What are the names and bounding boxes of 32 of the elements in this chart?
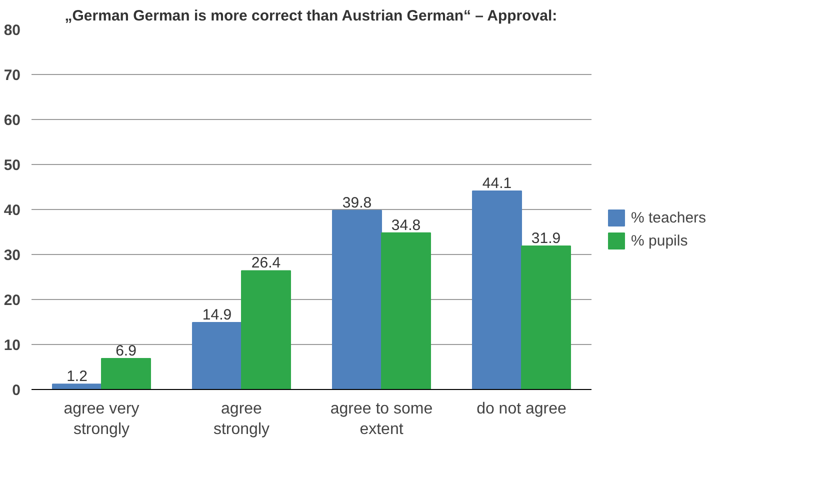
- legend-label: % pupils: [631, 232, 688, 249]
- y-tick-label: 0: [12, 382, 20, 399]
- data-label: 14.9: [202, 306, 232, 324]
- y-tick-label: 30: [4, 247, 21, 264]
- bar: [472, 190, 522, 390]
- bar: [521, 245, 571, 390]
- chart-title: „German German is more correct than Austrian German“ – Approval:: [64, 8, 558, 24]
- bar: [241, 270, 291, 390]
- bar: [101, 358, 151, 390]
- legend-label: % teachers: [631, 209, 706, 226]
- y-tick-label: 10: [4, 337, 21, 354]
- x-tick-label: agree strongly: [213, 400, 270, 438]
- bar: [192, 322, 242, 390]
- x-tick-label: do not agree: [476, 400, 567, 418]
- y-tick-label: 60: [4, 112, 21, 129]
- x-tick-label: agree to some extent: [330, 400, 433, 438]
- bar: [52, 384, 102, 390]
- data-label: 34.8: [391, 216, 421, 234]
- bar: [332, 210, 382, 390]
- data-label: 26.4: [251, 254, 281, 272]
- y-tick-label: 40: [4, 202, 21, 219]
- data-label: 6.9: [116, 342, 136, 360]
- y-tick-label: 20: [4, 292, 21, 309]
- x-tick-label: agree very strongly: [64, 400, 140, 438]
- y-tick-label: 70: [4, 67, 21, 84]
- data-label: 39.8: [342, 194, 372, 212]
- data-label: 1.2: [66, 368, 88, 386]
- y-tick-label: 80: [4, 22, 21, 39]
- bar: [381, 232, 431, 390]
- data-label: 31.9: [531, 230, 561, 247]
- y-tick-label: 50: [4, 157, 21, 174]
- data-label: 44.1: [482, 175, 512, 192]
